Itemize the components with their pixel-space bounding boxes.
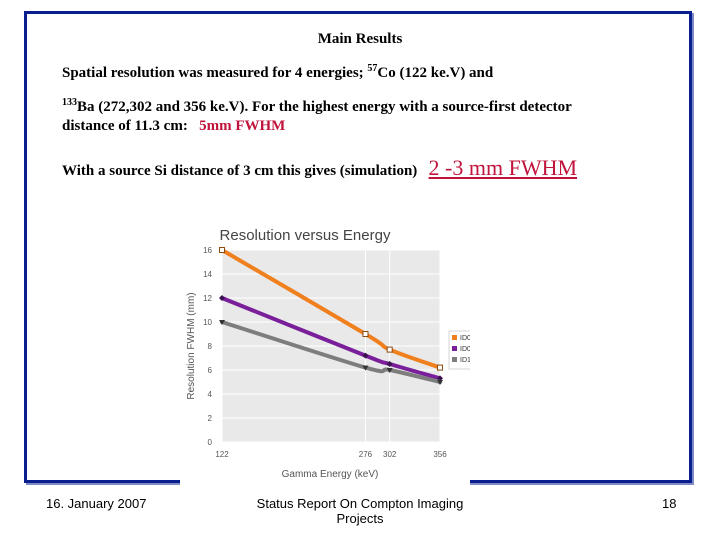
data-point-id10 bbox=[362, 365, 369, 371]
y-tick-label: 8 bbox=[208, 342, 213, 351]
data-point-id10 bbox=[386, 368, 393, 373]
y-axis-label: Resolution FWHM (mm) bbox=[186, 292, 197, 399]
slide-title: Main Results bbox=[317, 31, 403, 47]
series-line-id00 bbox=[220, 248, 442, 370]
footer-title-line1: Status Report On Compton Imaging bbox=[256, 496, 464, 511]
data-point-id05 bbox=[362, 352, 369, 359]
ba-isotope-mass: 133 bbox=[62, 97, 77, 108]
y-tick-label: 0 bbox=[208, 438, 213, 447]
text-line-1: Spatial resolution was measured for 4 en… bbox=[62, 63, 493, 82]
chart-title: Resolution versus Energy bbox=[220, 227, 391, 244]
y-tick-label: 14 bbox=[203, 270, 212, 279]
y-tick-label: 12 bbox=[203, 294, 212, 303]
legend-marker-id10 bbox=[452, 357, 457, 362]
y-tick-label: 16 bbox=[203, 246, 212, 255]
text-line-4: With a source Si distance of 3 cm this g… bbox=[62, 155, 577, 181]
highlight-2-3mm: 2 -3 mm FWHM bbox=[428, 155, 578, 180]
text-line-2: 133Ba (272,302 and 356 ke.V). For the hi… bbox=[62, 97, 572, 116]
x-tick-label: 302 bbox=[383, 450, 397, 459]
legend-label-id10: ID10 bbox=[460, 357, 470, 364]
footer-page-number: 18 bbox=[662, 496, 677, 511]
series-line-id10 bbox=[220, 320, 442, 384]
text-line-4-body: With a source Si distance of 3 cm this g… bbox=[62, 163, 418, 179]
data-point-id10 bbox=[219, 320, 225, 325]
legend-marker-id05 bbox=[452, 346, 457, 351]
y-tick-label: 6 bbox=[208, 366, 213, 375]
footer-date: 16. January 2007 bbox=[46, 496, 147, 511]
text-line-3: distance of 11.3 cm: 5mm FWHM bbox=[62, 118, 285, 135]
legend-label-id05: ID05 bbox=[460, 346, 470, 353]
text-line-1-end: Co (122 ke.V) and bbox=[377, 65, 494, 81]
legend-label-id00: ID00 bbox=[460, 335, 470, 342]
data-point-id00 bbox=[219, 247, 225, 253]
text-line-3-body: distance of 11.3 cm: bbox=[62, 118, 188, 134]
highlight-5mm: 5mm FWHM bbox=[199, 118, 286, 134]
text-line-1-start: Spatial resolution was measured for 4 en… bbox=[62, 65, 368, 81]
footer-title: Status Report On Compton Imaging Project… bbox=[230, 496, 490, 526]
legend-marker-id00 bbox=[452, 335, 457, 340]
x-axis-label: Gamma Energy (keV) bbox=[282, 469, 379, 480]
data-point-id00 bbox=[362, 331, 369, 337]
y-tick-label: 2 bbox=[208, 414, 213, 423]
resolution-chart: 0 2 4 6 8 10 12 14 16 122 276 302 356 Resolution vers… bbox=[180, 215, 470, 485]
data-point-id00 bbox=[386, 346, 393, 353]
data-point-id10 bbox=[437, 380, 443, 385]
x-tick-label: 276 bbox=[359, 450, 373, 459]
text-line-2-body: Ba (272,302 and 356 ke.V). For the highe… bbox=[77, 99, 572, 115]
data-point-id05 bbox=[386, 361, 393, 367]
co-isotope-mass: 57 bbox=[367, 63, 378, 74]
data-point-id00 bbox=[437, 364, 443, 371]
y-tick-label: 10 bbox=[203, 318, 212, 327]
footer-title-line2: Projects bbox=[336, 511, 384, 526]
x-tick-label: 122 bbox=[215, 450, 229, 459]
series-line-id05 bbox=[220, 296, 442, 381]
data-point-id05 bbox=[219, 295, 225, 301]
y-tick-label: 4 bbox=[208, 390, 213, 399]
x-tick-label: 356 bbox=[433, 450, 447, 459]
